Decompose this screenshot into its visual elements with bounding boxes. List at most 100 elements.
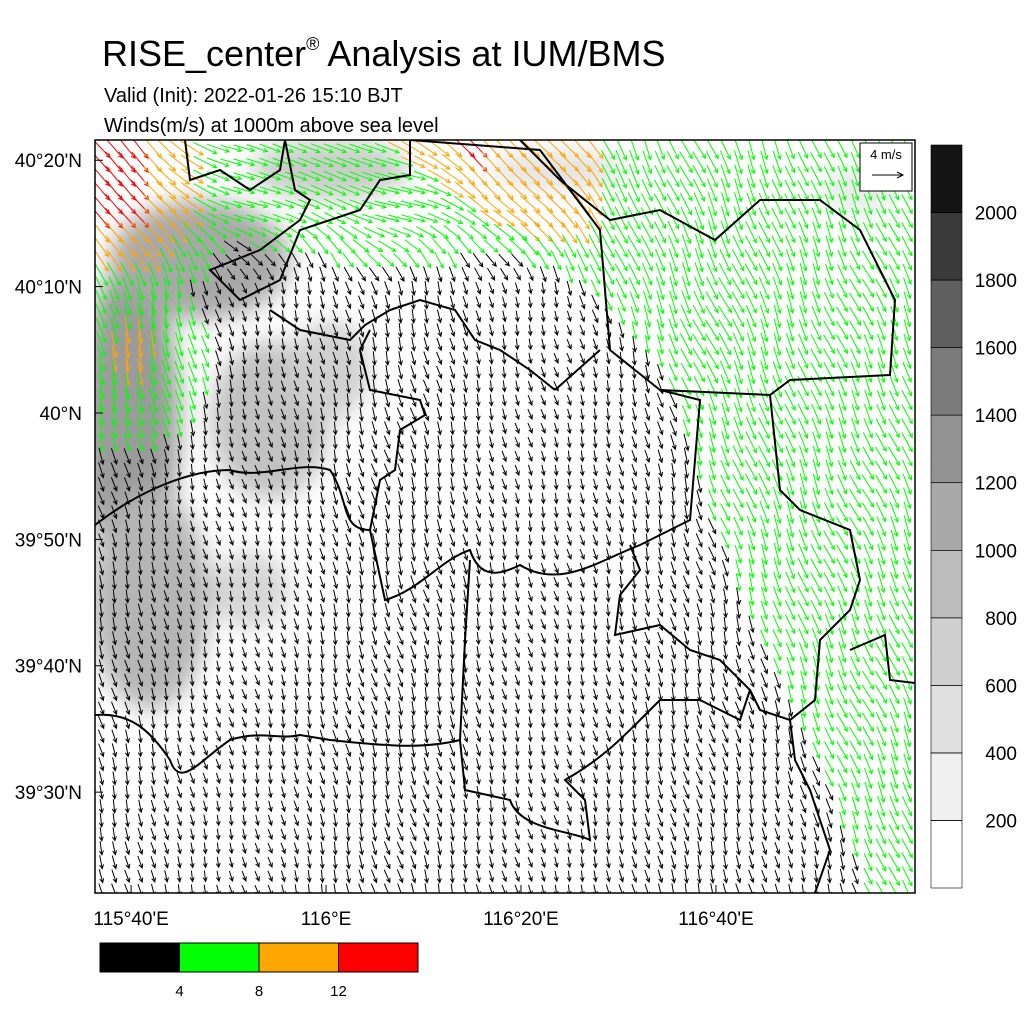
wind-arrow xyxy=(670,799,677,814)
wind-arrow xyxy=(540,324,546,337)
wind-arrow xyxy=(671,869,676,884)
wind-arrow xyxy=(695,575,703,590)
wind-arrow xyxy=(593,576,598,589)
wind-arrow xyxy=(709,799,716,814)
wind-arrow xyxy=(592,492,598,505)
wind-arrow xyxy=(332,743,339,758)
wind-arrow xyxy=(849,278,862,298)
wind-arrow xyxy=(202,562,208,575)
wind-arrow xyxy=(605,786,611,799)
wind-arrow xyxy=(903,277,912,300)
wind-arrow xyxy=(494,166,514,187)
wind-arrow xyxy=(125,813,130,828)
wind-arrow xyxy=(124,869,131,884)
wind-arrow xyxy=(514,380,520,393)
wind-arrow xyxy=(695,547,703,562)
wind-arrow xyxy=(826,826,833,843)
wind-arrow xyxy=(695,561,703,576)
wind-arrow xyxy=(825,627,834,650)
wind-arrow xyxy=(683,757,690,772)
wind-arrow xyxy=(475,324,481,337)
wind-arrow xyxy=(175,263,184,286)
wind-arrow xyxy=(410,869,417,884)
wind-arrow xyxy=(631,660,638,673)
wind-arrow xyxy=(733,360,743,385)
reference-vector xyxy=(896,171,905,179)
wind-arrow xyxy=(332,883,338,893)
wind-arrow xyxy=(358,673,365,688)
wind-arrow xyxy=(579,338,585,351)
wind-arrow xyxy=(424,309,429,324)
wind-arrow xyxy=(454,211,477,225)
wind-arrow xyxy=(683,813,690,828)
wind-arrow xyxy=(436,827,443,842)
wind-arrow xyxy=(540,464,546,477)
wind-arrow xyxy=(877,375,886,398)
wind-arrow xyxy=(615,277,627,299)
wind-arrow xyxy=(97,476,105,493)
wind-arrow xyxy=(423,687,429,702)
wind-arrow xyxy=(785,628,795,649)
wind-arrow xyxy=(773,332,782,357)
wind-arrow xyxy=(644,729,650,744)
wind-arrow xyxy=(836,726,848,746)
wind-arrow xyxy=(488,576,494,589)
wind-arrow xyxy=(814,841,819,856)
wind-arrow xyxy=(657,743,663,758)
wind-arrow xyxy=(824,712,834,733)
wind-arrow xyxy=(644,320,651,341)
wind-arrow xyxy=(333,687,338,702)
wind-arrow xyxy=(370,449,378,464)
wind-arrow xyxy=(254,842,260,855)
wind-arrow xyxy=(774,869,781,883)
wind-arrow xyxy=(272,185,295,195)
wind-arrow xyxy=(849,754,861,775)
wind-arrow xyxy=(541,352,546,365)
wind-arrow xyxy=(592,436,598,449)
wind-arrow xyxy=(824,389,834,411)
wind-arrow xyxy=(640,221,654,244)
wind-arrow xyxy=(349,213,374,224)
wind-arrow xyxy=(579,576,585,589)
wind-arrow xyxy=(381,266,393,282)
wind-arrow xyxy=(320,617,325,632)
wind-arrow xyxy=(345,715,352,730)
wind-arrow xyxy=(332,309,339,324)
wind-arrow xyxy=(489,842,494,855)
wind-arrow xyxy=(903,725,912,748)
wind-arrow xyxy=(410,771,417,786)
wind-arrow xyxy=(837,165,847,187)
wind-arrow xyxy=(901,795,913,817)
wind-arrow xyxy=(736,771,741,786)
wind-arrow xyxy=(800,842,806,855)
wind-arrow xyxy=(150,771,156,786)
wind-arrow xyxy=(540,408,546,420)
wind-arrow xyxy=(863,853,873,872)
wind-arrow xyxy=(326,224,345,240)
wind-arrow xyxy=(267,814,273,827)
wind-arrow xyxy=(409,266,417,283)
wind-arrow xyxy=(313,224,331,240)
wind-arrow xyxy=(427,154,451,170)
wind-arrow xyxy=(760,150,769,175)
wind-arrow xyxy=(825,263,834,286)
wind-arrow xyxy=(606,758,611,771)
wind-arrow xyxy=(162,345,171,372)
wind-arrow xyxy=(644,771,650,786)
wind-arrow xyxy=(202,478,208,491)
wind-arrow xyxy=(554,324,559,337)
wind-arrow xyxy=(705,305,719,328)
wind-arrow xyxy=(875,684,888,705)
wind-arrow xyxy=(605,618,611,631)
wind-arrow xyxy=(330,252,340,269)
wind-arrow xyxy=(315,238,329,255)
wind-arrow xyxy=(124,687,131,702)
wind-arrow xyxy=(475,576,481,589)
wind-arrow xyxy=(111,743,118,758)
wind-arrow xyxy=(875,222,887,243)
wind-arrow xyxy=(670,434,677,451)
wind-arrow xyxy=(875,881,884,893)
wind-arrow xyxy=(163,702,169,716)
wind-arrow xyxy=(163,576,169,589)
wind-arrow xyxy=(111,729,118,744)
